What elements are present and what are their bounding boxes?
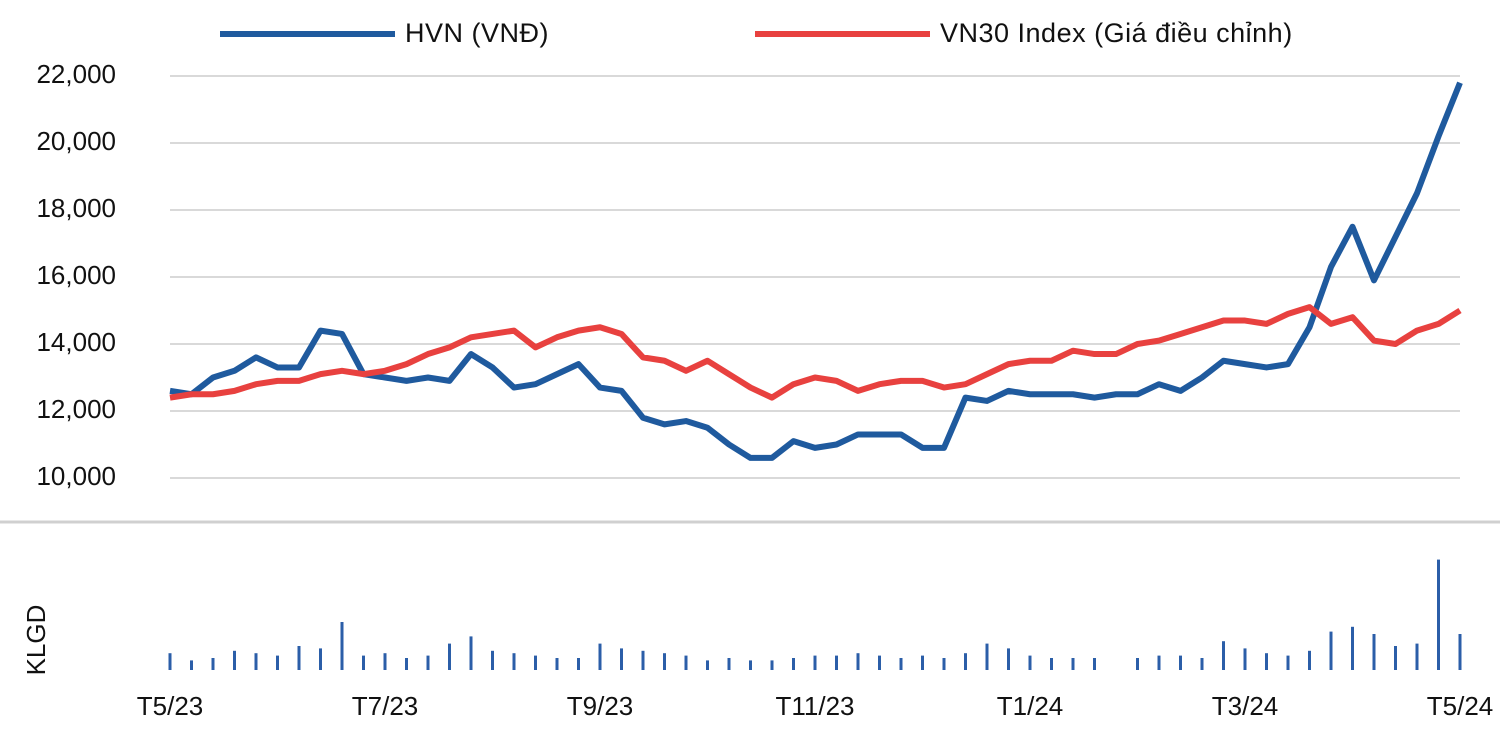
volume-bar (1351, 626, 1354, 670)
x-tick-label: T11/23 (775, 691, 854, 721)
volume-bar (1415, 643, 1419, 670)
volume-bar (964, 653, 967, 670)
volume-bar (942, 658, 946, 670)
x-tick-label: T5/24 (1427, 691, 1494, 721)
volume-bar (1458, 634, 1462, 670)
volume-bar (211, 658, 215, 670)
x-tick-label: T7/23 (352, 691, 419, 721)
volume-bar (1243, 648, 1247, 670)
volume-bar (448, 643, 451, 670)
volume-bar (1050, 658, 1053, 670)
volume-bar (1308, 650, 1311, 670)
volume-bar (577, 658, 580, 670)
volume-bar (727, 658, 731, 670)
volume-bar (641, 650, 645, 670)
volume-bar (1286, 655, 1290, 670)
volume-bar (835, 655, 838, 670)
volume-bar (1028, 655, 1032, 670)
volume-bar (1093, 658, 1096, 670)
volume-bar (426, 655, 430, 670)
y-tick-label: 22,000 (36, 59, 116, 89)
volume-bar (491, 650, 494, 670)
volume-bar (1437, 559, 1440, 670)
y-axis-label: KLGD (21, 605, 51, 676)
volume-bar (706, 660, 709, 670)
volume-bar (598, 643, 602, 670)
volume-bar (233, 650, 236, 670)
volume-bar (254, 653, 258, 670)
volume-bar (1372, 634, 1376, 670)
volume-bar (297, 646, 301, 670)
volume-bar (1200, 658, 1204, 670)
y-tick-label: 18,000 (36, 193, 116, 223)
series-line (169, 81, 1463, 461)
x-tick-label: T1/24 (997, 691, 1064, 721)
volume-bar (190, 660, 193, 670)
volume-bar (534, 655, 537, 670)
volume-bar (749, 660, 752, 670)
volume-bar (620, 648, 623, 670)
volume-bar (405, 658, 408, 670)
legend-label: HVN (VNĐ) (405, 18, 549, 48)
volume-bar (1394, 646, 1397, 670)
volume-bar (1179, 655, 1182, 670)
volume-bar (1136, 658, 1139, 670)
volume-bar (663, 653, 666, 670)
y-tick-label: 20,000 (36, 126, 116, 156)
volume-bar (813, 655, 817, 670)
volume-bar (555, 658, 559, 670)
volume-bar (340, 622, 344, 670)
y-tick-label: 10,000 (36, 461, 116, 491)
volume-bar (383, 653, 387, 670)
volume-bar (276, 655, 279, 670)
x-tick-label: T3/24 (1212, 691, 1279, 721)
y-tick-label: 16,000 (36, 260, 116, 290)
volume-bar (1329, 631, 1333, 670)
volume-bar (319, 648, 322, 670)
volume-bar (684, 655, 688, 670)
x-tick-label: T5/23 (137, 691, 204, 721)
volume-bar (168, 653, 172, 670)
series-line (169, 304, 1462, 401)
volume-bar (512, 653, 516, 670)
volume-bar (899, 658, 903, 670)
volume-bar (921, 655, 924, 670)
volume-bar (856, 653, 860, 670)
y-tick-label: 12,000 (36, 394, 116, 424)
y-tick-label: 14,000 (36, 327, 116, 357)
x-tick-label: T9/23 (567, 691, 634, 721)
volume-bar (1071, 658, 1075, 670)
volume-bar (878, 655, 881, 670)
volume-bar (1222, 641, 1225, 670)
volume-bar (985, 643, 989, 670)
volume-bar (770, 660, 774, 670)
legend-label: VN30 Index (Giá điều chỉnh) (940, 18, 1293, 48)
volume-bar (469, 636, 473, 670)
volume-bar (1007, 648, 1010, 670)
volume-bar (1265, 653, 1268, 670)
volume-bar (1157, 655, 1161, 670)
volume-bar (792, 658, 795, 670)
volume-bar (362, 655, 365, 670)
